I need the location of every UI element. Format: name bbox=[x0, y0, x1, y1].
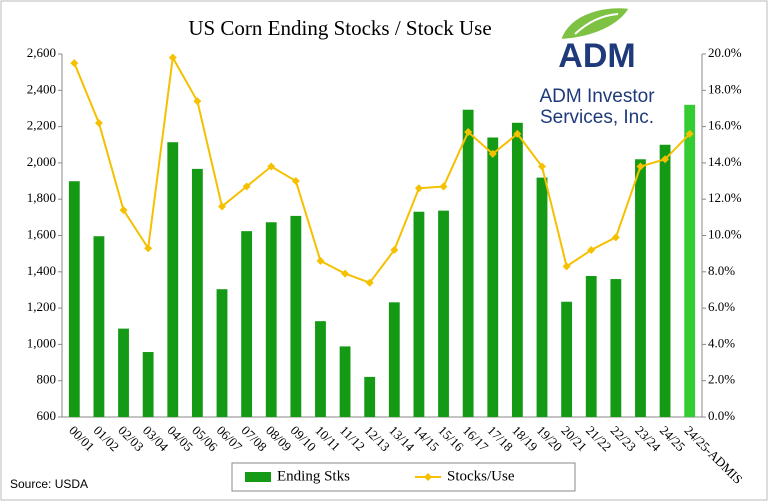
legend-label: Ending Stks bbox=[277, 468, 350, 484]
bar bbox=[413, 211, 425, 417]
y-tick-label: 1,400 bbox=[27, 263, 56, 278]
y2-tick-label: 16.0% bbox=[708, 118, 742, 133]
bar bbox=[191, 168, 203, 417]
marker bbox=[291, 177, 300, 186]
bar bbox=[364, 376, 376, 417]
bar bbox=[536, 177, 548, 417]
bar bbox=[241, 231, 253, 417]
marker bbox=[267, 162, 276, 171]
y-tick-label: 1,200 bbox=[27, 299, 56, 314]
logo-name: ADM bbox=[558, 37, 635, 75]
y-tick-label: 1,000 bbox=[27, 335, 56, 350]
marker bbox=[242, 182, 251, 191]
bar bbox=[684, 104, 696, 417]
bar bbox=[290, 215, 302, 417]
y2-tick-label: 4.0% bbox=[708, 335, 735, 350]
marker bbox=[587, 246, 596, 255]
bar bbox=[93, 236, 105, 417]
y2-tick-label: 18.0% bbox=[708, 81, 742, 96]
marker bbox=[341, 269, 350, 278]
marker bbox=[562, 262, 571, 271]
logo-tagline: ADM Investor bbox=[539, 86, 655, 107]
y-tick-label: 1,600 bbox=[27, 226, 56, 241]
chart-title: US Corn Ending Stocks / Stock Use bbox=[188, 16, 491, 40]
bar bbox=[142, 352, 154, 417]
y2-tick-label: 6.0% bbox=[708, 299, 735, 314]
legend-swatch bbox=[424, 473, 432, 481]
y-tick-label: 1,800 bbox=[27, 190, 56, 205]
y-tick-label: 2,200 bbox=[27, 118, 56, 133]
y2-tick-label: 2.0% bbox=[708, 372, 735, 387]
legend-box bbox=[231, 462, 576, 492]
line bbox=[73, 54, 691, 284]
marker bbox=[316, 256, 325, 265]
marker bbox=[414, 184, 423, 193]
y-tick-label: 2,400 bbox=[27, 81, 56, 96]
bar bbox=[511, 122, 523, 417]
y-tick-label: 2,000 bbox=[27, 154, 56, 169]
logo-leaf bbox=[558, 6, 632, 42]
y2-tick-label: 14.0% bbox=[708, 154, 742, 169]
marker bbox=[365, 278, 374, 287]
y2-tick-label: 12.0% bbox=[708, 190, 742, 205]
bar bbox=[388, 302, 400, 417]
legend-swatch bbox=[245, 472, 271, 482]
y2-tick-label: 8.0% bbox=[708, 263, 735, 278]
marker bbox=[94, 118, 103, 127]
bar bbox=[561, 301, 573, 417]
source-note: Source: USDA bbox=[10, 477, 88, 491]
marker bbox=[119, 206, 128, 215]
marker bbox=[390, 246, 399, 255]
y-tick-label: 2,600 bbox=[27, 45, 56, 60]
marker bbox=[144, 244, 153, 253]
bar bbox=[610, 279, 622, 417]
marker bbox=[685, 129, 694, 138]
marker bbox=[464, 128, 473, 137]
y-tick-label: 600 bbox=[37, 408, 57, 423]
marker bbox=[488, 149, 497, 158]
y-tick-label: 800 bbox=[37, 372, 57, 387]
logo-tagline: Services, Inc. bbox=[540, 107, 654, 128]
bar bbox=[635, 159, 646, 417]
logo: ADM ADM Investor Services, Inc. bbox=[539, 6, 655, 128]
bar bbox=[68, 181, 80, 417]
marker bbox=[193, 97, 202, 106]
bar bbox=[118, 328, 129, 417]
marker bbox=[168, 53, 177, 62]
marker bbox=[218, 202, 226, 211]
bar bbox=[659, 144, 671, 417]
marker bbox=[513, 129, 522, 138]
marker bbox=[538, 162, 546, 171]
bar bbox=[585, 275, 597, 417]
marker bbox=[70, 59, 79, 68]
bar bbox=[265, 222, 277, 417]
bar bbox=[339, 346, 351, 417]
bar bbox=[167, 142, 179, 418]
bar bbox=[487, 137, 499, 418]
bar bbox=[315, 321, 326, 417]
marker bbox=[636, 162, 645, 171]
marker bbox=[439, 182, 448, 191]
bar bbox=[216, 289, 228, 417]
marker bbox=[661, 155, 670, 164]
y2-tick-label: 10.0% bbox=[708, 226, 742, 241]
bar bbox=[438, 210, 449, 417]
y2-tick-label: 20.0% bbox=[708, 45, 742, 60]
y2-tick-label: 0.0% bbox=[708, 408, 735, 423]
legend-label: Stocks/Use bbox=[447, 468, 515, 484]
bar bbox=[462, 109, 474, 418]
marker bbox=[611, 233, 620, 242]
